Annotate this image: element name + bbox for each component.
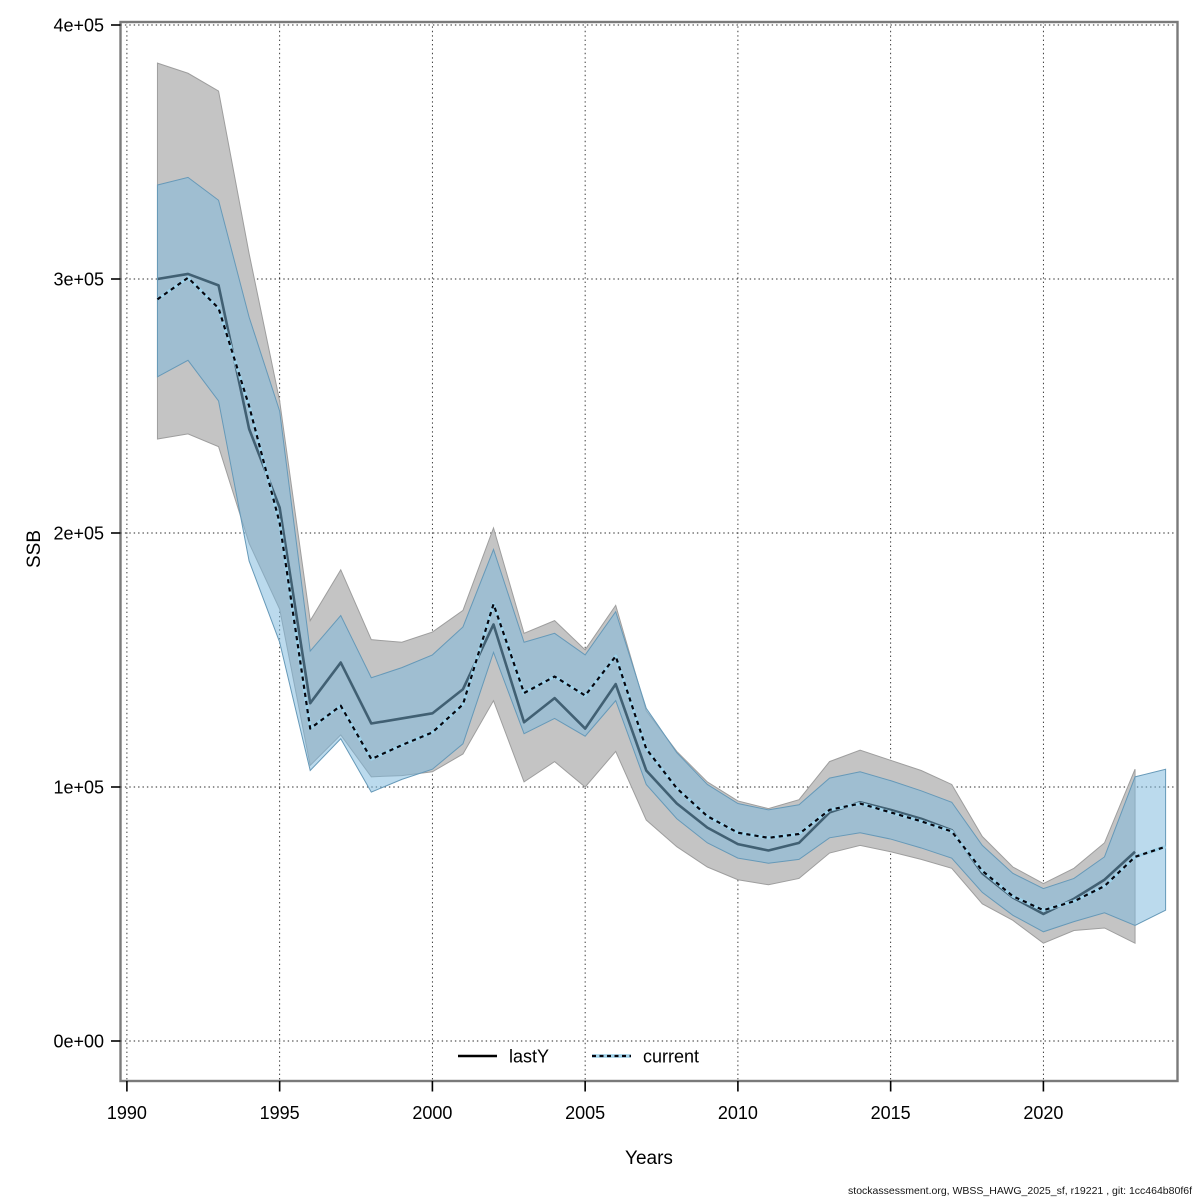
- plot-box: [119, 20, 1179, 1083]
- axis-ticks: [111, 24, 1045, 1092]
- x-tick-label: 1995: [260, 1103, 300, 1123]
- plot-border: [119, 20, 1179, 1083]
- x-tick-label: 2010: [718, 1103, 758, 1123]
- legend-current-label: current: [643, 1047, 699, 1067]
- y-tick-label: 1e+05: [53, 778, 104, 798]
- x-tick-label: 2000: [412, 1103, 452, 1123]
- footer-credit: stockassessment.org, WBSS_HAWG_2025_sf, …: [848, 1185, 1192, 1197]
- x-tick-label: 2015: [871, 1103, 911, 1123]
- lasty-ci-band: [156, 62, 1136, 945]
- y-tick-label: 2e+05: [53, 524, 104, 544]
- series-lines: [156, 276, 1167, 912]
- x-tick-label: 2005: [565, 1103, 605, 1123]
- x-axis-title: Years: [625, 1148, 673, 1169]
- x-tick-label: 2020: [1023, 1103, 1063, 1123]
- y-tick-label: 3e+05: [53, 270, 104, 290]
- tick-labels: 0e+00 1e+05 2e+05 3e+05 4e+05 1990 1995 2000 200…: [53, 16, 1063, 1124]
- ci-bands: [156, 62, 1167, 945]
- current-line: [156, 276, 1166, 912]
- y-tick-label: 0e+00: [53, 1032, 104, 1052]
- y-tick-label: 4e+05: [53, 16, 104, 36]
- legend: lastY current: [458, 1047, 699, 1067]
- legend-lasty-label: lastY: [509, 1047, 549, 1067]
- y-axis-title: SSB: [24, 530, 45, 568]
- x-tick-label: 1990: [107, 1103, 147, 1123]
